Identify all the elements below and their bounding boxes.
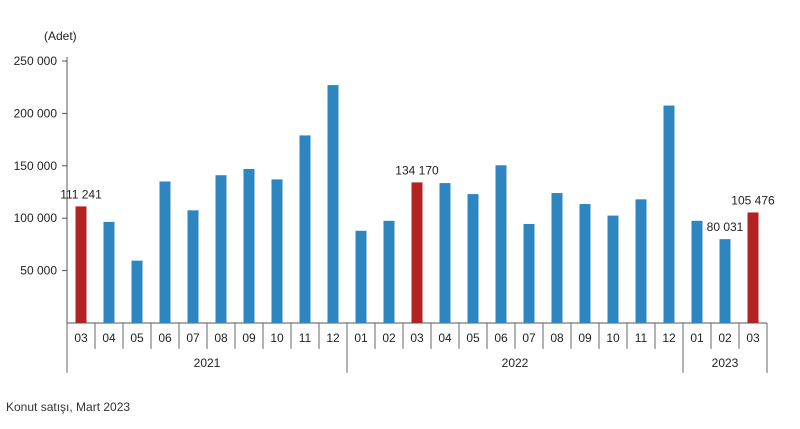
- x-tick-label: 11: [635, 331, 648, 345]
- x-tick-label: 02: [382, 331, 396, 345]
- x-tick-label: 07: [522, 331, 536, 345]
- bar: [159, 181, 171, 323]
- bar: [495, 165, 507, 323]
- bar-chart: (Adet) 50 000 100 000 150 000 200 000 250 00…: [14, 29, 775, 373]
- x-tick-label: 09: [578, 331, 592, 345]
- bar: [187, 210, 199, 323]
- bar: [439, 183, 451, 323]
- x-tick-label: 03: [74, 331, 88, 345]
- bar: [299, 135, 311, 323]
- bar: [635, 199, 647, 323]
- year-label: 2022: [502, 356, 529, 370]
- bar: [523, 223, 535, 323]
- bar: [215, 175, 227, 323]
- data-label: 111 241: [60, 187, 102, 201]
- bar: [327, 85, 339, 323]
- x-tick-label: 04: [438, 331, 452, 345]
- data-label: 134 170: [395, 163, 439, 177]
- x-tick-label: 02: [718, 331, 732, 345]
- x-tick-label: 07: [186, 331, 200, 345]
- x-tick-label: 12: [662, 331, 676, 345]
- bar: [467, 194, 479, 323]
- bar: [607, 215, 619, 323]
- bar: [719, 239, 731, 323]
- x-tick-label: 08: [550, 331, 564, 345]
- y-tick-label: 100 000: [14, 211, 58, 225]
- bar: [411, 182, 423, 323]
- y-axis-label: (Adet): [44, 29, 77, 43]
- y-tick-label: 50 000: [20, 264, 57, 278]
- y-tick-label: 200 000: [14, 106, 58, 120]
- x-tick-label: 05: [466, 331, 480, 345]
- bar: [747, 212, 759, 323]
- bar: [663, 105, 675, 323]
- x-tick-label: 06: [494, 331, 508, 345]
- x-tick-label: 08: [214, 331, 228, 345]
- bar: [103, 221, 115, 323]
- bar: [579, 204, 591, 323]
- x-tick-label: 04: [102, 331, 116, 345]
- bar: [75, 206, 87, 323]
- bar: [355, 230, 367, 323]
- y-tick-label: 150 000: [14, 159, 58, 173]
- y-tick-label: 250 000: [14, 54, 58, 68]
- bar: [691, 220, 703, 323]
- x-tick-label: 10: [270, 331, 284, 345]
- year-label: 2023: [712, 356, 739, 370]
- data-label: 105 476: [731, 193, 775, 207]
- bar: [383, 220, 395, 323]
- data-label: 80 031: [707, 220, 744, 234]
- bar: [271, 179, 283, 323]
- x-tick-label: 09: [242, 331, 256, 345]
- year-label: 2021: [194, 356, 221, 370]
- bar: [551, 193, 563, 323]
- x-tick-label: 10: [606, 331, 620, 345]
- x-tick-label: 01: [690, 331, 704, 345]
- chart-caption: Konut satışı, Mart 2023: [6, 400, 131, 414]
- x-tick-label: 01: [354, 331, 368, 345]
- x-tick-label: 05: [130, 331, 144, 345]
- x-tick-label: 06: [158, 331, 172, 345]
- x-tick-label: 11: [299, 331, 312, 345]
- x-tick-label: 03: [746, 331, 760, 345]
- x-tick-label: 12: [326, 331, 340, 345]
- bar: [243, 168, 255, 323]
- x-tick-label: 03: [410, 331, 424, 345]
- bar: [131, 260, 143, 323]
